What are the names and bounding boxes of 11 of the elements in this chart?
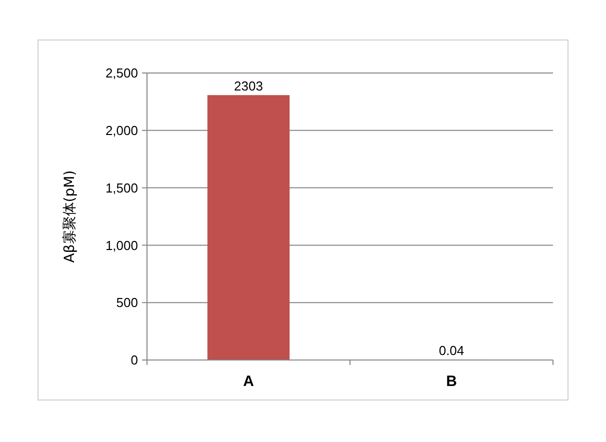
data-label: 2303	[234, 78, 263, 94]
y-axis-title: Aβ寡聚体(pM)	[62, 170, 78, 263]
y-tick-label: 2,000	[105, 122, 138, 138]
x-tick-label: A	[243, 373, 254, 390]
y-tick-label: 500	[116, 295, 138, 310]
x-tick-label: B	[446, 373, 458, 390]
y-tick-label: 2,500	[105, 66, 138, 81]
y-tick-label: 0	[130, 352, 138, 368]
y-tick-label: 1,500	[105, 180, 138, 196]
data-label: 0.04	[438, 342, 464, 358]
y-tick-label: 1,000	[105, 238, 138, 253]
